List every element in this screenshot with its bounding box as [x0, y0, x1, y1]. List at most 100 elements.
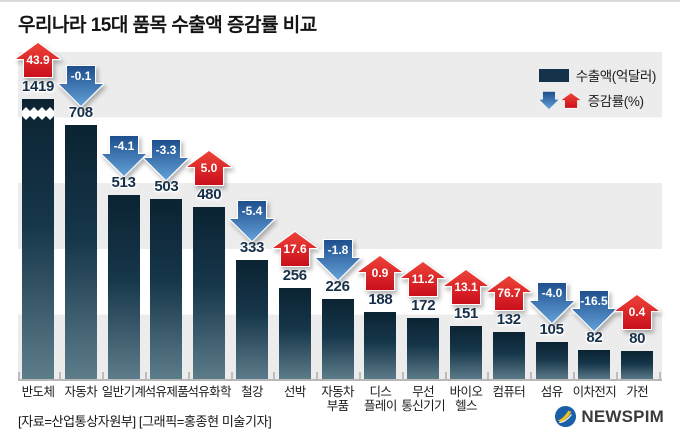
x-axis-line — [18, 379, 662, 381]
svg-text:43.9: 43.9 — [26, 53, 50, 67]
category-label-이차전지: 이차전지 — [572, 385, 617, 399]
bar-컴퓨터 — [492, 332, 525, 380]
axis-tick — [401, 372, 404, 379]
category-label-바이오헬스: 바이오 헬스 — [449, 385, 483, 413]
axis-tick — [59, 372, 62, 379]
svg-text:-1.8: -1.8 — [327, 243, 348, 257]
change-arrow-up-icon: 76.7 — [483, 274, 535, 316]
category-label-석유제품: 석유제품 — [144, 385, 189, 399]
change-arrow-up-icon: 17.6 — [269, 230, 321, 272]
up-arrow-icon — [560, 92, 581, 108]
legend-change-row: 증감률(%) — [538, 90, 644, 110]
legend-change-label: 증감률(%) — [587, 94, 644, 109]
svg-text:17.6: 17.6 — [283, 242, 307, 256]
category-label-컴퓨터: 컴퓨터 — [492, 385, 526, 399]
bar-value-label: 132 — [496, 311, 521, 328]
category-label-자동차부품: 자동차 부품 — [321, 385, 354, 413]
bar-무선통신기기 — [407, 318, 440, 380]
bar-반도체 — [22, 99, 54, 380]
newspim-logo-icon — [555, 405, 577, 428]
svg-text:76.7: 76.7 — [497, 286, 521, 300]
category-label-석유화학: 석유화학 — [187, 385, 231, 399]
axis-tick — [316, 372, 319, 379]
legend-arrow-icons — [538, 90, 581, 110]
bar-value-label: 708 — [68, 104, 93, 121]
change-arrow-down-icon: -0.1 — [55, 64, 106, 112]
bar-value-label: 513 — [111, 174, 136, 191]
svg-text:-4.0: -4.0 — [541, 286, 562, 300]
page-title: 우리나라 15대 품목 수출액 증감률 비교 — [18, 15, 317, 36]
change-arrow-down-icon: -5.4 — [227, 199, 277, 247]
svg-text:13.1: 13.1 — [454, 280, 478, 294]
category-label-디스플레이: 디스 플레이 — [364, 385, 397, 413]
category-label-가전: 가전 — [626, 385, 649, 399]
change-arrow-down-icon: -4.0 — [526, 281, 577, 329]
bar-자동차부품 — [321, 299, 354, 380]
bar-바이오헬스 — [450, 326, 482, 380]
bar-value-label: 503 — [154, 178, 179, 195]
bar-섬유 — [535, 342, 568, 380]
change-arrow-up-icon: 13.1 — [440, 268, 492, 310]
export-bar-swatch — [538, 68, 569, 82]
axis-tick — [444, 372, 447, 379]
legend-exports-row: 수출액(억달러) — [538, 65, 657, 85]
bar-value-label: 226 — [325, 278, 350, 295]
bar-value-label: 105 — [539, 321, 564, 338]
bar-value-label: 256 — [282, 267, 307, 284]
axis-tick — [145, 372, 147, 379]
axis-tick — [573, 372, 575, 379]
bar-일반기계 — [107, 195, 140, 380]
change-arrow-down-icon: -4.1 — [98, 134, 149, 182]
svg-text:5.0: 5.0 — [201, 161, 218, 175]
bar-value-label: 1419 — [21, 78, 55, 95]
axis-tick — [273, 372, 276, 379]
bar-value-label: 151 — [453, 305, 479, 322]
chart-legend: 수출액(억달러) 증감률(%) — [538, 65, 657, 110]
svg-text:-5.4: -5.4 — [242, 204, 263, 218]
svg-text:-0.1: -0.1 — [70, 69, 91, 83]
category-label-섬유: 섬유 — [540, 385, 563, 399]
down-arrow-icon — [538, 90, 559, 110]
svg-text:-4.1: -4.1 — [113, 139, 134, 153]
newspim-logo: NEWSPIM — [554, 405, 664, 428]
axis-tick — [530, 372, 533, 379]
svg-text:-16.5: -16.5 — [581, 294, 609, 308]
bar-자동차 — [64, 125, 97, 380]
axis-tick — [359, 372, 361, 379]
change-arrow-up-icon: 43.9 — [12, 41, 64, 83]
bar-석유제품 — [150, 199, 183, 380]
newspim-logo-text: NEWSPIM — [581, 406, 664, 426]
change-arrow-down-icon: -1.8 — [312, 238, 363, 286]
bar-value-label: 82 — [586, 329, 603, 346]
axis-tick — [102, 372, 105, 379]
bar-value-label: 480 — [197, 186, 222, 203]
bar-석유화학 — [193, 207, 226, 380]
change-arrow-up-icon: 0.9 — [354, 254, 407, 296]
source-credit: [자료=산업통상자원부] [그래픽=홍종현 미술기자] — [18, 414, 272, 429]
bar-value-label: 333 — [239, 239, 265, 256]
svg-text:0.9: 0.9 — [372, 266, 389, 280]
axis-tick — [230, 372, 233, 379]
category-label-반도체: 반도체 — [21, 385, 55, 399]
category-label-무선통신기기: 무선 통신기기 — [401, 385, 445, 413]
change-arrow-up-icon: 5.0 — [183, 149, 235, 191]
change-arrow-up-icon: 11.2 — [397, 260, 449, 302]
bar-value-label: 172 — [411, 297, 436, 314]
axis-tick — [658, 372, 661, 379]
svg-text:0.4: 0.4 — [629, 305, 646, 319]
svg-text:11.2: 11.2 — [412, 272, 435, 286]
category-label-자동차: 자동차 — [64, 385, 98, 399]
axis-tick — [187, 372, 190, 379]
change-arrow-up-icon: 0.4 — [611, 293, 663, 335]
legend-exports-label: 수출액(억달러) — [575, 69, 657, 84]
axis-tick — [615, 372, 618, 379]
svg-text:-3.3: -3.3 — [156, 143, 177, 157]
bar-value-label: 188 — [368, 291, 393, 308]
bar-이차전지 — [578, 350, 611, 380]
bar-철강 — [236, 260, 268, 380]
bar-value-label: 80 — [629, 330, 646, 347]
change-arrow-down-icon: -3.3 — [141, 138, 192, 186]
category-label-선박: 선박 — [283, 385, 306, 399]
axis-tick — [487, 372, 490, 379]
bar-가전 — [621, 351, 654, 380]
